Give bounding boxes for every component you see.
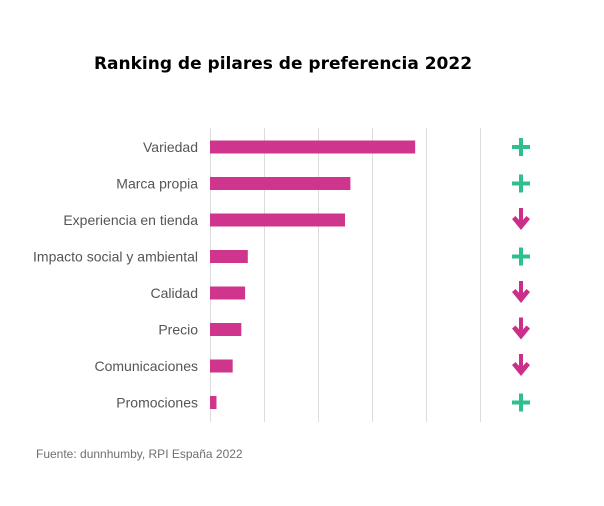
bar xyxy=(210,140,416,154)
category-label: Precio xyxy=(158,322,198,338)
plus-icon xyxy=(512,393,530,412)
bar xyxy=(210,213,345,227)
plus-icon xyxy=(512,174,530,193)
down-arrow-icon xyxy=(512,354,530,376)
category-label: Marca propia xyxy=(116,176,198,192)
bar xyxy=(210,250,248,263)
bar xyxy=(210,359,233,373)
down-arrow-icon xyxy=(512,208,530,230)
source-note: Fuente: dunnhumby, RPI España 2022 xyxy=(36,447,243,461)
plus-icon xyxy=(512,247,530,266)
bar xyxy=(210,177,351,190)
down-arrow-icon xyxy=(512,281,530,303)
bar xyxy=(210,396,217,409)
category-label: Promociones xyxy=(116,395,198,411)
plus-icon xyxy=(512,138,530,156)
category-label: Calidad xyxy=(151,285,198,301)
down-arrow-icon xyxy=(512,317,530,340)
category-label: Comunicaciones xyxy=(95,358,199,374)
bar xyxy=(210,323,242,336)
category-label: Impacto social y ambiental xyxy=(33,249,198,265)
bar xyxy=(210,286,246,300)
category-label: Experiencia en tienda xyxy=(63,212,198,228)
category-label: Variedad xyxy=(143,139,198,155)
chart-title: Ranking de pilares de preferencia 2022 xyxy=(93,54,473,74)
